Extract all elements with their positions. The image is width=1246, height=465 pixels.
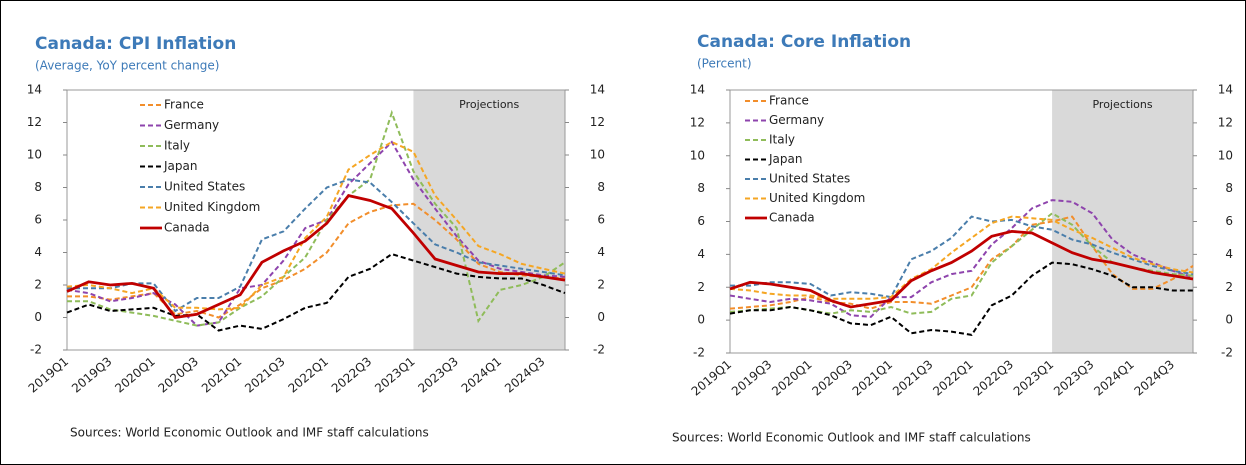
y-tick-label: 12 bbox=[690, 115, 705, 129]
legend-label: Italy bbox=[769, 133, 795, 147]
y-tick-label: 2 bbox=[34, 278, 42, 292]
legend-label: Japan bbox=[163, 159, 197, 173]
legend-label: Germany bbox=[769, 113, 824, 127]
projection-label: Projections bbox=[1092, 98, 1152, 111]
y-tick-label: 2 bbox=[697, 280, 705, 294]
y2-tick-label: 2 bbox=[1225, 280, 1233, 294]
y2-tick-label: 14 bbox=[590, 83, 605, 97]
legend-label: United Kingdom bbox=[769, 191, 865, 205]
y-tick-label: 14 bbox=[690, 83, 705, 97]
series-line bbox=[729, 229, 1194, 309]
legend-label: United States bbox=[769, 172, 850, 186]
series-line bbox=[729, 215, 1194, 300]
chart-title: Canada: Core Inflation bbox=[697, 32, 911, 52]
y2-tick-label: 2 bbox=[597, 278, 605, 292]
y-tick-label: -2 bbox=[30, 343, 42, 357]
chart-subtitle: (Average, YoY percent change) bbox=[35, 59, 219, 73]
y-tick-label: 0 bbox=[697, 313, 705, 327]
y-tick-label: 6 bbox=[34, 213, 42, 227]
series-line bbox=[66, 194, 566, 320]
series-line bbox=[729, 261, 1193, 336]
projection-label: Projections bbox=[459, 98, 519, 111]
chart-subtitle: (Percent) bbox=[697, 57, 752, 71]
y2-tick-label: -2 bbox=[593, 343, 605, 357]
y2-tick-label: 8 bbox=[1225, 181, 1233, 195]
y-tick-label: 12 bbox=[27, 115, 42, 129]
source-note: Sources: World Economic Outlook and IMF … bbox=[672, 431, 1031, 445]
series-line bbox=[730, 215, 1194, 299]
series-line bbox=[729, 199, 1194, 318]
y2-tick-label: 4 bbox=[597, 245, 605, 259]
projection-shade bbox=[413, 90, 565, 350]
y2-tick-label: 8 bbox=[597, 180, 605, 194]
y2-tick-label: 10 bbox=[1218, 148, 1233, 162]
y2-tick-label: 4 bbox=[1225, 247, 1233, 261]
y-tick-label: 10 bbox=[690, 148, 705, 162]
y2-tick-label: 6 bbox=[597, 213, 605, 227]
legend-label: Canada bbox=[164, 221, 210, 235]
y-tick-label: 10 bbox=[27, 148, 42, 162]
series-line bbox=[67, 178, 566, 313]
y-tick-label: 4 bbox=[697, 247, 705, 261]
y-tick-label: -2 bbox=[693, 346, 705, 360]
series-line bbox=[66, 140, 566, 311]
legend-label: Japan bbox=[768, 152, 802, 166]
legend-label: France bbox=[769, 94, 809, 108]
y2-tick-label: 0 bbox=[597, 310, 605, 324]
chart-title: Canada: CPI Inflation bbox=[35, 34, 236, 54]
y2-tick-label: 14 bbox=[1218, 83, 1233, 97]
y2-tick-label: -2 bbox=[1221, 346, 1233, 360]
y-tick-label: 8 bbox=[697, 181, 705, 195]
y-tick-label: 4 bbox=[34, 245, 42, 259]
y2-tick-label: 6 bbox=[1225, 214, 1233, 228]
legend-label: Italy bbox=[164, 139, 190, 153]
legend-label: Canada bbox=[769, 211, 815, 225]
y-tick-label: 0 bbox=[34, 310, 42, 324]
y-tick-label: 6 bbox=[697, 214, 705, 228]
series-line bbox=[67, 109, 566, 327]
legend-label: France bbox=[164, 98, 204, 112]
series-line bbox=[66, 253, 566, 332]
legend-label: United Kingdom bbox=[164, 200, 260, 214]
y-tick-label: 14 bbox=[27, 83, 42, 97]
legend-label: Germany bbox=[164, 118, 219, 132]
y2-tick-label: 12 bbox=[1218, 115, 1233, 129]
y2-tick-label: 10 bbox=[590, 148, 605, 162]
y2-tick-label: 12 bbox=[590, 115, 605, 129]
source-note: Sources: World Economic Outlook and IMF … bbox=[70, 426, 429, 440]
series-line bbox=[67, 202, 566, 319]
projection-shade bbox=[1052, 90, 1193, 353]
legend-label: United States bbox=[164, 180, 245, 194]
y-tick-label: 8 bbox=[34, 180, 42, 194]
y2-tick-label: 0 bbox=[1225, 313, 1233, 327]
